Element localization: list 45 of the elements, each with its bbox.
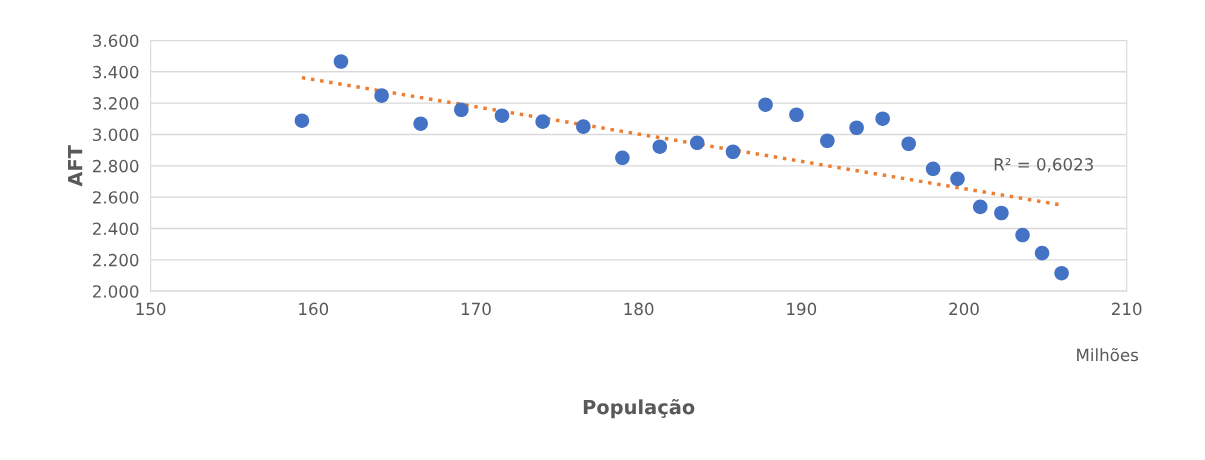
y-tick-label: 2.800	[93, 159, 139, 173]
y-tick-label: 3.200	[93, 97, 139, 110]
point	[789, 107, 804, 123]
point	[875, 111, 890, 126]
point	[413, 116, 428, 131]
y-tick-label: 3.400	[93, 65, 139, 79]
y-tick-label: 2.200	[93, 253, 139, 267]
point	[972, 199, 988, 215]
x-tick-label: 180	[624, 302, 654, 316]
x-tick-label: 200	[949, 302, 979, 316]
point	[689, 135, 705, 151]
point	[374, 88, 389, 103]
y-tick-label: 3.000	[93, 128, 139, 142]
point	[333, 54, 349, 69]
annotation: R² = 0,6023	[994, 158, 1093, 173]
y-axis-title: AFT	[68, 145, 83, 187]
y-tick-label: 3.600	[93, 34, 139, 48]
point	[758, 97, 773, 113]
point	[294, 113, 310, 128]
x-tick-label: 210	[1111, 302, 1142, 316]
point	[576, 119, 591, 134]
x-tick-label: 160	[299, 302, 329, 316]
text: Milhões	[1077, 348, 1139, 362]
point	[901, 136, 916, 152]
point	[950, 171, 965, 187]
x-tick-label: 190	[787, 302, 817, 316]
y-tick-label: 2.600	[93, 191, 139, 204]
y-tick-label: 2.400	[93, 222, 139, 236]
point	[652, 139, 668, 154]
point	[725, 144, 741, 160]
point	[820, 133, 835, 149]
point	[1015, 227, 1030, 243]
y-tick-label: 2.000	[93, 285, 139, 298]
x-axis-title: População	[583, 398, 695, 419]
point	[535, 114, 550, 129]
point	[494, 108, 510, 123]
point	[1034, 245, 1050, 261]
point	[849, 120, 864, 136]
point	[994, 205, 1009, 221]
point	[615, 150, 630, 166]
x-tick-label: 170	[461, 302, 491, 316]
point	[454, 102, 469, 118]
point	[1054, 265, 1069, 281]
x-tick-label: 150	[136, 302, 166, 316]
point	[925, 161, 941, 177]
